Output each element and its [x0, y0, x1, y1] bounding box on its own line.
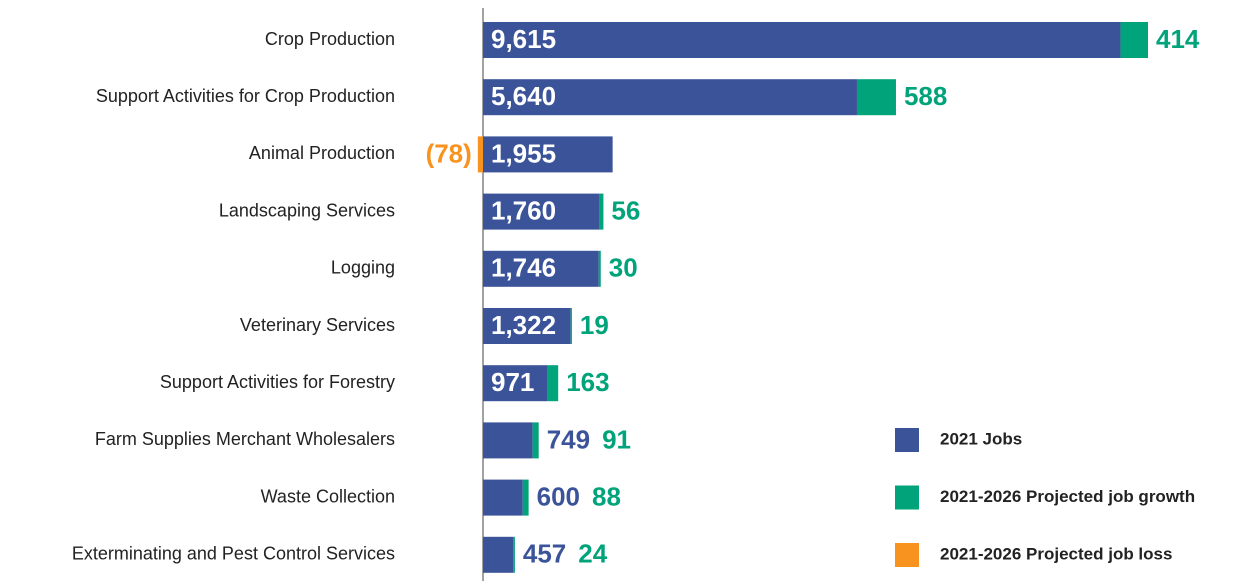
bar-segment: [513, 536, 515, 573]
value-label: 19: [580, 310, 609, 340]
value-label: 457: [523, 539, 566, 569]
bar-segment: [599, 193, 604, 230]
value-label: (78): [426, 138, 472, 168]
bar-segment: [598, 250, 601, 287]
bar-segment: [483, 479, 523, 516]
bar-segment: [483, 308, 571, 344]
value-label: 24: [578, 539, 607, 569]
value-label: 1,955: [491, 138, 556, 168]
category-label: Animal Production: [249, 143, 395, 163]
legend-swatch: [895, 485, 919, 510]
value-label: 1,746: [491, 253, 556, 283]
value-label: 971: [491, 367, 534, 397]
category-label: Support Activities for Forestry: [160, 372, 395, 392]
bar-segment: [483, 250, 599, 287]
bar-segment: [570, 308, 572, 344]
value-label: 56: [611, 195, 640, 225]
bar-segment: [547, 365, 559, 402]
category-label: Farm Supplies Merchant Wholesalers: [95, 429, 395, 449]
value-label: 91: [602, 424, 631, 454]
bar-segment: [483, 136, 613, 173]
value-label: 30: [609, 253, 638, 283]
bar-segment: [477, 136, 483, 173]
bar-segment: [483, 536, 514, 573]
legend-swatch: [895, 543, 919, 567]
bar-segment: [856, 79, 896, 116]
value-label: 414: [1156, 24, 1200, 54]
bar-segment: [1120, 22, 1148, 58]
value-label: 1,760: [491, 195, 556, 225]
legend-label: 2021 Jobs: [940, 429, 1022, 448]
bar-segment: [522, 479, 529, 516]
category-label: Support Activities for Crop Production: [96, 86, 395, 106]
value-label: 1,322: [491, 310, 556, 340]
value-label: 588: [904, 81, 947, 111]
value-label: 600: [537, 481, 580, 511]
category-label: Landscaping Services: [219, 200, 395, 220]
value-label: 749: [547, 424, 590, 454]
category-label: Crop Production: [265, 29, 395, 49]
category-label: Waste Collection: [261, 486, 395, 506]
value-label: 5,640: [491, 81, 556, 111]
legend-label: 2021-2026 Projected job growth: [940, 487, 1195, 506]
value-label: 88: [592, 481, 621, 511]
bar-segment: [532, 422, 539, 459]
bar-segment: [483, 365, 548, 402]
bar-segment: [483, 193, 600, 230]
category-label: Logging: [331, 258, 395, 278]
category-label: Veterinary Services: [240, 315, 395, 335]
category-label: Exterminating and Pest Control Services: [72, 544, 395, 564]
bar-segment: [483, 79, 857, 116]
value-label: 163: [566, 367, 609, 397]
legend-label: 2021-2026 Projected job loss: [940, 544, 1172, 563]
bar-segment: [483, 22, 1121, 58]
legend-swatch: [895, 428, 919, 452]
value-label: 9,615: [491, 24, 556, 54]
bar-segment: [483, 422, 533, 459]
